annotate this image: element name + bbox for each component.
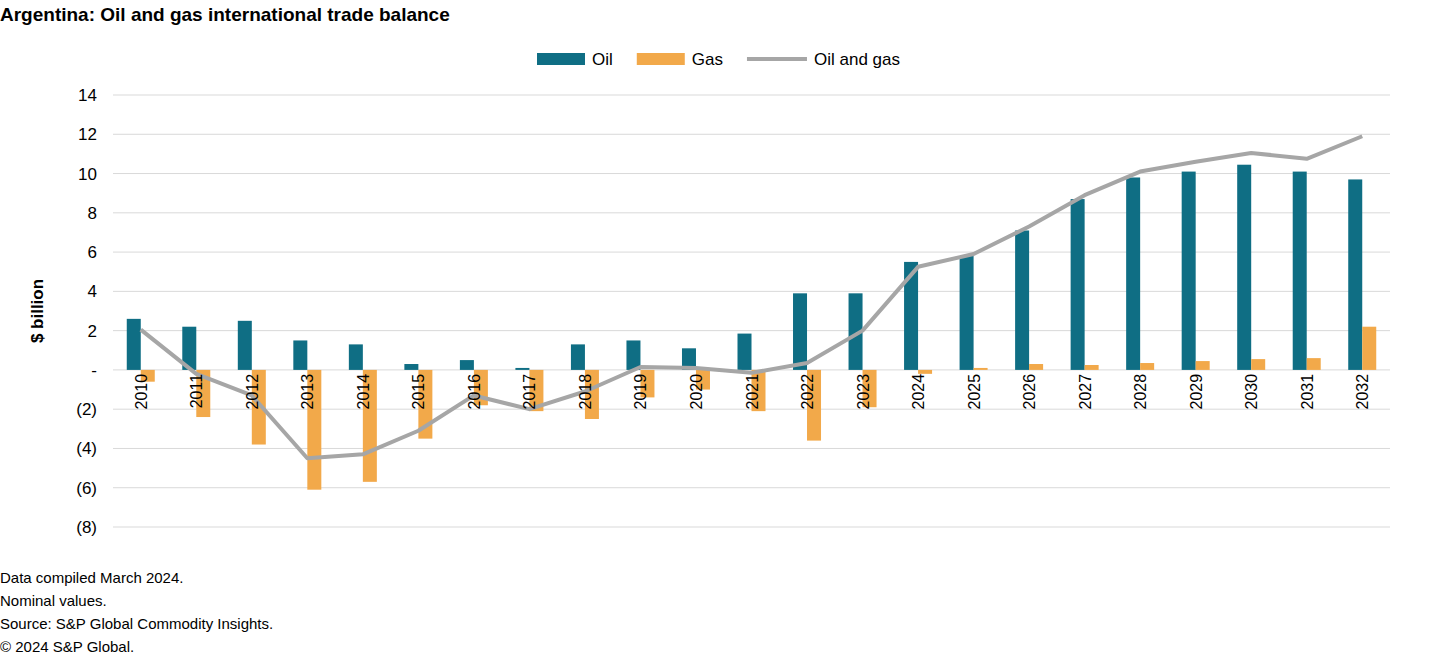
bar (918, 370, 932, 374)
bar (1196, 361, 1210, 370)
y-tick-label: 8 (88, 204, 97, 223)
y-axis-title: $ billion (28, 279, 47, 343)
bar (515, 368, 529, 370)
grid-line (113, 134, 1390, 135)
legend-swatch (747, 57, 807, 61)
grid-line (113, 527, 1390, 528)
footnote: Source: S&P Global Commodity Insights. (0, 615, 273, 632)
footnote: Data compiled March 2024. (0, 569, 183, 586)
chart: Argentina: Oil and gas international tra… (0, 0, 1430, 659)
x-tick-label: 2021 (744, 374, 761, 410)
x-tick-label: 2027 (1077, 374, 1094, 410)
bar (960, 256, 974, 370)
bar (238, 321, 252, 370)
x-tick-label: 2024 (910, 374, 927, 410)
bar (1085, 365, 1099, 370)
legend-swatch (537, 53, 585, 65)
grid-line (113, 487, 1390, 488)
y-tick-label: 2 (88, 322, 97, 341)
bar (1348, 179, 1362, 369)
bar (1251, 359, 1265, 370)
legend-swatch (637, 53, 685, 65)
plot-area (127, 136, 1376, 489)
y-tick-label: 10 (78, 165, 97, 184)
x-tick-label: 2031 (1299, 374, 1316, 410)
x-tick-label: 2017 (521, 374, 538, 410)
bar (738, 334, 752, 370)
bar (1182, 172, 1196, 370)
bar (1307, 358, 1321, 370)
legend-label: Oil and gas (814, 50, 900, 69)
x-tick-label: 2026 (1021, 374, 1038, 410)
y-tick-label: - (91, 361, 97, 380)
x-tick-label: 2018 (577, 374, 594, 410)
x-tick-label: 2012 (244, 374, 261, 410)
x-tick-label: 2023 (855, 374, 872, 410)
grid-line (113, 291, 1390, 292)
x-tick-label: 2011 (188, 374, 205, 409)
y-tick-label: 12 (78, 125, 97, 144)
grid-line (113, 330, 1390, 331)
y-tick-label: 14 (78, 86, 97, 105)
x-tick-label: 2010 (133, 374, 150, 410)
x-tick-label: 2014 (355, 374, 372, 410)
y-tick-label: (4) (76, 439, 97, 458)
bar (571, 344, 585, 370)
x-tick-label: 2030 (1243, 374, 1260, 410)
x-tick-label: 2025 (966, 374, 983, 410)
x-tick-label: 2028 (1132, 374, 1149, 410)
bar (1126, 177, 1140, 369)
legend-label: Oil (592, 50, 613, 69)
x-tick-label: 2016 (466, 374, 483, 410)
grid-line (113, 95, 1390, 96)
y-tick-label: 4 (88, 282, 97, 301)
bar (293, 340, 307, 369)
x-tick-label: 2019 (632, 374, 649, 410)
x-tick-label: 2032 (1354, 374, 1371, 410)
y-axis-line (113, 95, 114, 527)
x-tick-label: 2013 (299, 374, 316, 410)
bar (1293, 172, 1307, 370)
title: Argentina: Oil and gas international tra… (0, 4, 450, 25)
grid-line (113, 252, 1390, 253)
bar (793, 293, 807, 370)
bar (1362, 327, 1376, 370)
bar (404, 364, 418, 370)
x-tick-label: 2020 (688, 374, 705, 410)
bar (1029, 364, 1043, 370)
bar (127, 319, 141, 370)
legend: Oil Gas Oil and gas (537, 50, 900, 69)
bar (626, 340, 640, 369)
bar (460, 360, 474, 370)
bar (1015, 230, 1029, 369)
footnote: © 2024 S&P Global. (0, 638, 134, 655)
x-tick-label: 2022 (799, 374, 816, 410)
y-tick-label: (2) (76, 400, 97, 419)
bar (349, 344, 363, 370)
footnote: Nominal values. (0, 592, 107, 609)
y-tick-label: (6) (76, 479, 97, 498)
legend-label: Gas (692, 50, 723, 69)
bar (1140, 363, 1154, 370)
grid-line (113, 212, 1390, 213)
x-tick-label: 2029 (1188, 374, 1205, 410)
grid-line (113, 448, 1390, 449)
y-tick-label: (8) (76, 518, 97, 537)
bar (974, 368, 988, 370)
grid-line (113, 173, 1390, 174)
y-tick-label: 6 (88, 243, 97, 262)
bar (1237, 165, 1251, 370)
x-tick-label: 2015 (410, 374, 427, 410)
bar (1071, 199, 1085, 370)
line (141, 136, 1362, 458)
